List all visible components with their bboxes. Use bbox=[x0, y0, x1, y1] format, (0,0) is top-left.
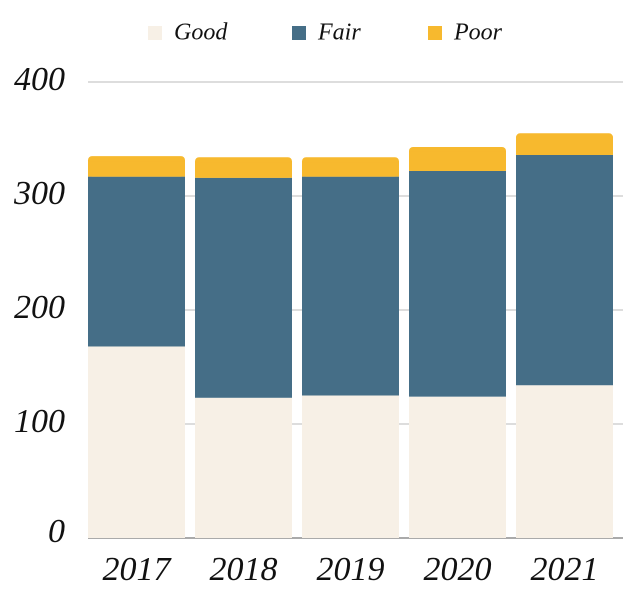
bar-segment bbox=[302, 395, 399, 538]
bar-segment bbox=[195, 397, 292, 538]
x-tick-label: 2018 bbox=[210, 551, 278, 588]
bar-segment bbox=[409, 170, 506, 397]
bar-segment-fill bbox=[409, 151, 506, 171]
bar-segment bbox=[302, 176, 399, 396]
bar-segment-fill bbox=[195, 162, 292, 178]
bar-segment-fill bbox=[302, 162, 399, 177]
bar-segment bbox=[88, 176, 185, 347]
legend-label: Good bbox=[174, 20, 228, 46]
bar-segment bbox=[195, 177, 292, 398]
bar-segment bbox=[516, 154, 613, 386]
legend-label: Fair bbox=[317, 20, 361, 46]
legend-label: Poor bbox=[453, 20, 503, 46]
legend-swatch bbox=[148, 26, 162, 40]
legend-swatch bbox=[292, 26, 306, 40]
legend-swatch bbox=[428, 26, 442, 40]
x-tick-label: 2020 bbox=[424, 551, 492, 588]
x-tick-label: 2021 bbox=[531, 551, 599, 588]
bar-segment bbox=[409, 396, 506, 538]
bar-segment-fill bbox=[88, 161, 185, 177]
y-tick-label: 400 bbox=[14, 61, 65, 98]
y-tick-label: 100 bbox=[14, 403, 65, 440]
bar-segment bbox=[516, 385, 613, 538]
bar-segment-fill bbox=[516, 138, 613, 155]
x-tick-label: 2019 bbox=[317, 551, 385, 588]
y-tick-label: 300 bbox=[13, 175, 65, 212]
y-tick-label: 200 bbox=[14, 289, 65, 326]
x-tick-label: 2017 bbox=[103, 551, 173, 588]
bar-segment bbox=[88, 346, 185, 538]
y-tick-label: 0 bbox=[48, 513, 65, 550]
